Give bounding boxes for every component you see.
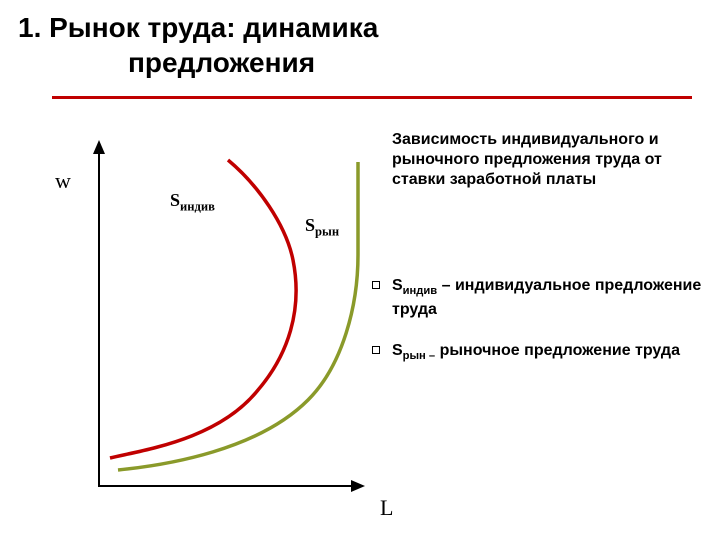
x-axis-label: L [380, 495, 393, 521]
curve-label-ryn: Sрын [305, 215, 339, 240]
legend-bullet-1 [372, 346, 380, 354]
curve-label-indiv: Sиндив [170, 190, 215, 215]
curve-ryn [118, 162, 358, 470]
legend-item-ryn: Sрын – рыночное предложение труда [392, 340, 702, 364]
legend-bullet-0 [372, 281, 380, 289]
description-text: Зависимость индивидуального и рыночного … [392, 130, 692, 190]
title-line1: 1. Рынок труда: динамика [18, 12, 378, 43]
title-line2: предложения [18, 47, 315, 78]
y-axis-label: w [55, 168, 71, 194]
legend-item-indiv: Sиндив – индивидуальное предложение труд… [392, 275, 702, 321]
slide-title: 1. Рынок труда: динамика предложения [18, 10, 378, 80]
chart-curves [98, 150, 363, 495]
title-rule [52, 96, 692, 99]
